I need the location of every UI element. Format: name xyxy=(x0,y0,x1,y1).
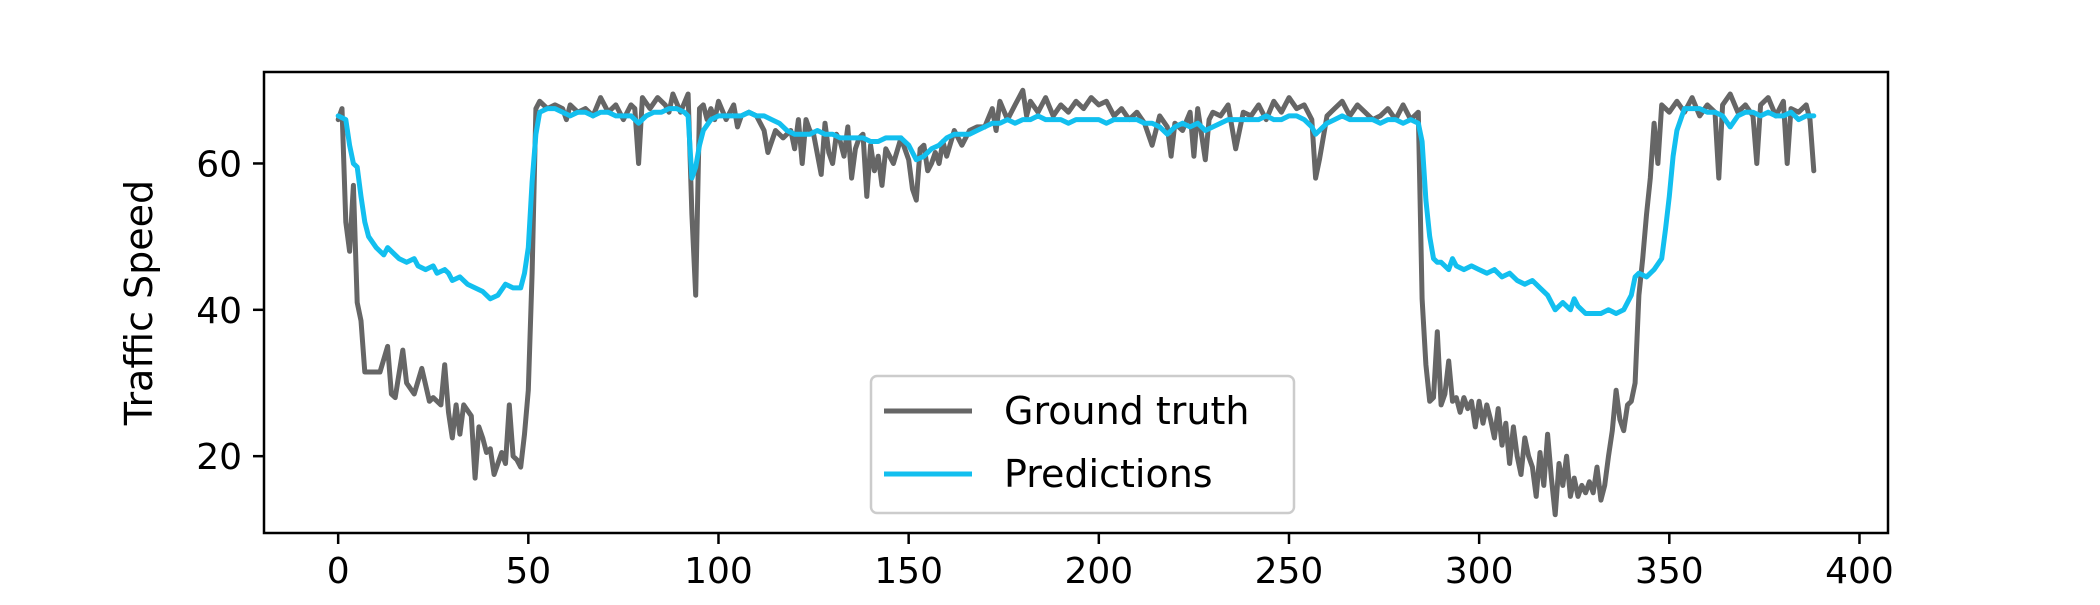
legend: Ground truth Predictions xyxy=(869,374,1296,515)
x-tick-label: 400 xyxy=(1825,551,1894,592)
y-tick-label: 20 xyxy=(196,437,242,478)
series-line-ground-truth xyxy=(335,87,1817,518)
x-tick-label: 0 xyxy=(327,551,350,592)
legend-label: Predictions xyxy=(1004,452,1213,496)
x-tick-label: 350 xyxy=(1635,551,1704,592)
y-axis: 20 40 60 xyxy=(196,144,264,478)
x-tick-label: 250 xyxy=(1255,551,1324,592)
series-line-predictions xyxy=(335,106,1817,316)
legend-label: Ground truth xyxy=(1004,389,1249,433)
series-layer xyxy=(335,87,1817,518)
x-tick-label: 200 xyxy=(1064,551,1133,592)
legend-box xyxy=(869,374,1296,515)
x-axis: 0 50 100 150 200 250 300 350 400 xyxy=(327,533,1894,592)
x-tick-label: 150 xyxy=(874,551,943,592)
y-tick-label: 40 xyxy=(196,291,242,332)
x-tick-label: 100 xyxy=(684,551,753,592)
y-axis-label: Traffic Speed xyxy=(117,180,161,426)
x-tick-label: 300 xyxy=(1445,551,1514,592)
plot-frame xyxy=(262,70,1890,535)
x-tick-label: 50 xyxy=(505,551,551,592)
y-tick-label: 60 xyxy=(196,144,242,185)
